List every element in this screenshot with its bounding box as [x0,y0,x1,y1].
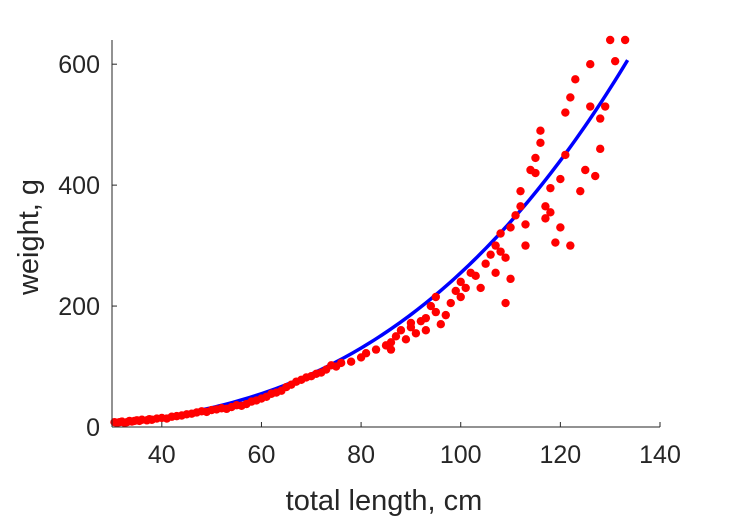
data-point [556,174,565,184]
data-point [421,313,431,323]
data-point [431,292,441,302]
data-point [516,186,525,196]
data-point [371,345,381,354]
x-tick-label: 120 [540,441,582,469]
data-point [401,335,411,344]
data-point [591,171,600,181]
data-point [541,202,550,211]
data-point [446,298,455,308]
data-point [336,358,346,368]
data-point [521,220,530,229]
y-tick-label: 0 [86,414,100,442]
data-point [571,75,580,84]
data-point [586,59,595,69]
x-tick-label: 100 [440,441,482,469]
data-point [501,298,510,308]
plot-area [110,35,630,427]
data-point [605,35,615,45]
data-point [361,349,371,358]
data-point [581,165,590,175]
x-tick-label: 80 [347,441,375,469]
data-point [431,307,441,317]
y-tick-label: 600 [58,51,100,79]
data-point [386,338,396,347]
data-point [511,211,520,220]
data-point [406,318,416,328]
x-tick-label: 40 [148,441,176,469]
data-point [456,277,465,287]
x-tick-label: 140 [639,441,681,469]
data-point [391,332,401,341]
data-point [491,241,500,250]
data-point [546,183,555,193]
data-point [561,108,570,117]
y-axis-label: weight, g [13,179,45,296]
data-point [421,326,431,335]
data-point [516,202,525,211]
data-point [531,153,540,163]
fit-curve [111,59,630,425]
data-point [436,320,445,329]
data-point [541,214,550,223]
data-point [586,102,595,111]
data-point [596,144,605,154]
data-point [561,150,570,160]
data-point [546,208,555,217]
data-point [551,238,560,247]
data-point [531,168,540,178]
data-point [506,274,515,284]
data-point [576,186,585,196]
data-point [620,35,630,45]
data-point [386,345,396,354]
data-point [346,357,356,366]
data-point [506,223,515,232]
data-point [496,247,505,256]
x-tick-label: 60 [248,441,276,469]
x-ticks: 40 60 80 100 120 140 [148,422,681,469]
data-point [471,271,480,281]
data-point [536,138,545,147]
data-point [481,259,490,268]
y-tick-label: 200 [58,293,100,321]
y-tick-label: 400 [58,172,100,200]
data-point [426,301,436,311]
data-point [491,268,500,278]
data-point [601,102,610,111]
y-ticks: 0 200 400 600 [58,51,117,442]
data-point [521,241,530,250]
data-point [441,310,450,320]
data-point [486,250,495,259]
data-point [536,126,545,135]
data-point [456,292,465,302]
x-axis-label: total length, cm [286,485,483,517]
data-point [461,283,470,293]
data-point [396,326,406,335]
data-point [566,241,575,250]
data-point [566,93,575,102]
data-point [411,329,421,338]
data-point [556,223,565,232]
data-point [596,114,605,123]
data-point [496,229,505,238]
data-point [476,283,485,293]
data-point [501,253,510,262]
data-point [451,286,460,296]
data-point [610,56,620,66]
